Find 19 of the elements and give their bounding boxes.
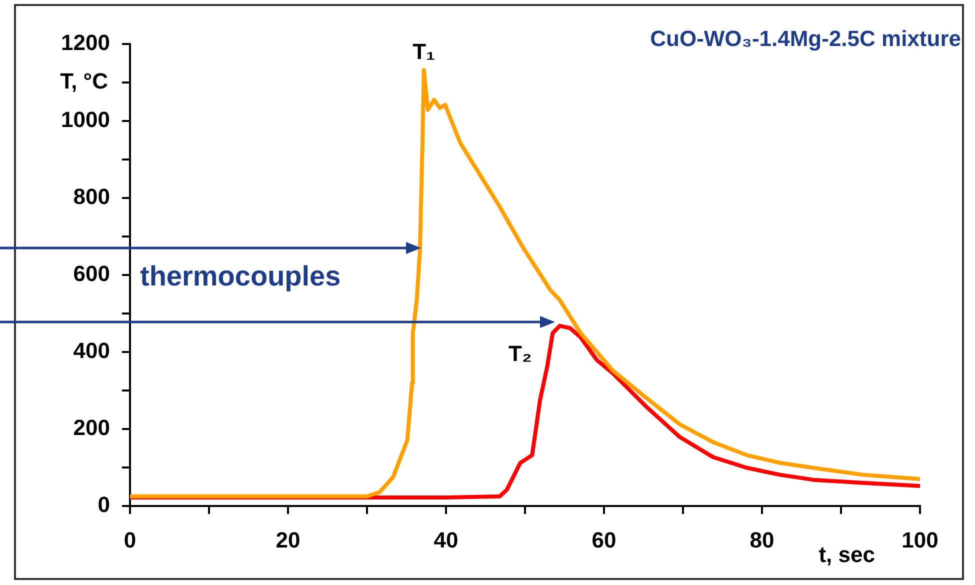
annotation: thermocouples (140, 260, 341, 292)
x-tick-label: 40 (434, 527, 458, 552)
x-tick-label: 0 (124, 527, 136, 552)
series-label: T₁ (412, 39, 436, 64)
x-axis-title: t, sec (818, 542, 875, 568)
y-tick-label: 800 (73, 184, 110, 210)
y-tick-label: 400 (73, 338, 110, 364)
series-label: T₂ (508, 340, 532, 366)
y-axis-title: T, °C (60, 68, 108, 94)
y-tick-label: 600 (73, 261, 110, 286)
y-tick-label: 1200 (61, 30, 110, 56)
y-tick-label: 200 (73, 415, 110, 440)
y-tick-label: 0 (98, 492, 110, 518)
x-tick-label: 80 (750, 527, 774, 552)
chart-title: CuO-WO₃-1.4Mg-2.5C mixture (650, 26, 961, 52)
y-tick-label: 1000 (61, 107, 110, 132)
x-tick-label: 100 (902, 527, 938, 552)
x-tick-label: 20 (276, 527, 300, 552)
x-tick-label: 60 (592, 527, 616, 552)
